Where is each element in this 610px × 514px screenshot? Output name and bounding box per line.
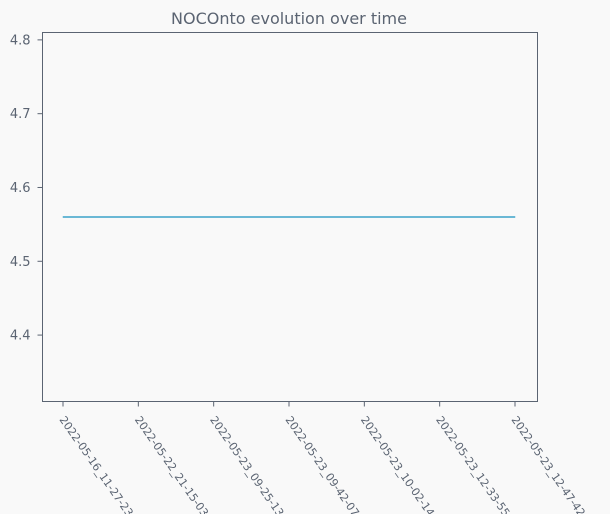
y-tick-label: 4.4 bbox=[10, 329, 31, 344]
x-tick-label: 2022-05-23_10-02-14 bbox=[358, 414, 437, 514]
x-axis: 2022-05-16_11-27-232022-05-22_21-15-0320… bbox=[57, 401, 588, 514]
x-tick-label: 2022-05-22_21-15-03 bbox=[132, 414, 211, 514]
x-tick-label: 2022-05-23_09-42-07 bbox=[283, 414, 362, 514]
data-point bbox=[363, 216, 365, 218]
data-point bbox=[213, 216, 215, 218]
data-point bbox=[288, 216, 290, 218]
data-point bbox=[62, 216, 64, 218]
data-point bbox=[439, 216, 441, 218]
data-point bbox=[137, 216, 139, 218]
y-tick-label: 4.5 bbox=[10, 255, 31, 270]
x-tick-label: 2022-05-23_12-47-42 bbox=[509, 414, 588, 514]
y-tick-label: 4.8 bbox=[10, 33, 31, 48]
x-tick-label: 2022-05-23_09-25-13 bbox=[207, 414, 286, 514]
plot-area-frame bbox=[42, 32, 538, 402]
x-tick-label: 2022-05-16_11-27-23 bbox=[57, 414, 136, 514]
y-axis: 4.4 4.5 4.6 4.7 4.8 bbox=[10, 33, 43, 344]
data-point bbox=[514, 216, 516, 218]
chart-title: NOCOnto evolution over time bbox=[171, 9, 407, 28]
series-layer bbox=[62, 216, 516, 218]
x-tick-label: 2022-05-23_12-33-55 bbox=[433, 414, 512, 514]
y-tick-label: 4.6 bbox=[10, 181, 31, 196]
y-tick-label: 4.7 bbox=[10, 107, 31, 122]
